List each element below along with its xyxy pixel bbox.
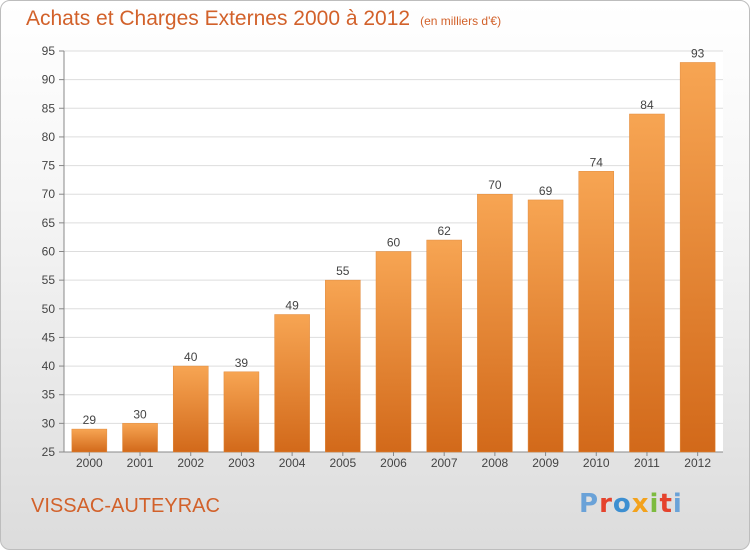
x-tick-label-2002: 2002	[177, 456, 204, 470]
y-tick-label: 55	[42, 273, 56, 287]
x-tick-label-2005: 2005	[329, 456, 356, 470]
x-tick-label-2001: 2001	[127, 456, 154, 470]
y-tick-label: 40	[42, 359, 56, 373]
data-label-2002: 40	[184, 350, 198, 364]
x-tick-label-2006: 2006	[380, 456, 407, 470]
y-tick-label: 75	[42, 159, 56, 173]
bar-2006	[375, 251, 412, 453]
data-label-2008: 70	[488, 178, 502, 192]
x-tick-label-2004: 2004	[279, 456, 306, 470]
data-label-2011: 84	[640, 98, 654, 112]
y-tick-label: 95	[42, 44, 56, 58]
bar-2000	[71, 428, 108, 453]
data-label-2003: 39	[235, 356, 249, 370]
bar-2009	[527, 199, 564, 453]
y-tick-label: 80	[42, 130, 56, 144]
logo-letter: r	[599, 489, 613, 519]
commune-name: VISSAC-AUTEYRAC	[31, 495, 220, 517]
logo-letter: o	[612, 489, 632, 519]
data-label-2009: 69	[539, 184, 553, 198]
y-tick-label: 50	[42, 302, 56, 316]
y-tick-label: 60	[42, 245, 56, 259]
logo-letter: x	[631, 489, 650, 519]
logo-letter: i	[649, 489, 660, 519]
y-tick-label: 90	[42, 73, 56, 87]
data-label-2001: 30	[133, 407, 147, 421]
bar-2001	[122, 423, 158, 453]
chart-subtitle: (en milliers d'€)	[420, 14, 502, 28]
x-tick-label-2009: 2009	[532, 456, 559, 470]
data-label-2005: 55	[336, 264, 350, 278]
x-tick-label-2010: 2010	[583, 456, 610, 470]
data-label-2000: 29	[83, 413, 97, 427]
bar-2004	[274, 314, 310, 453]
y-tick-label: 25	[42, 445, 56, 459]
data-label-2012: 93	[691, 46, 705, 60]
bar-2003	[223, 371, 260, 453]
x-tick-label-2003: 2003	[228, 456, 255, 470]
x-tick-label-2008: 2008	[482, 456, 509, 470]
data-label-2006: 60	[387, 236, 401, 250]
y-tick-label: 30	[42, 416, 56, 430]
data-label-2004: 49	[285, 299, 299, 313]
bar-2012	[679, 62, 716, 453]
bar-2005	[325, 279, 361, 453]
data-label-2007: 62	[438, 224, 452, 238]
y-tick-label: 85	[42, 101, 56, 115]
y-tick-label: 35	[42, 388, 56, 402]
bar-2010	[578, 171, 615, 453]
x-tick-label-2000: 2000	[76, 456, 103, 470]
data-label-2010: 74	[590, 155, 604, 169]
bar-2008	[477, 193, 513, 453]
y-tick-label: 70	[42, 187, 56, 201]
logo-letter: i	[672, 489, 683, 519]
y-tick-label: 65	[42, 216, 56, 230]
bar-2011	[629, 113, 665, 453]
bar-2007	[426, 239, 462, 453]
x-tick-label-2012: 2012	[684, 456, 711, 470]
x-tick-label-2011: 2011	[634, 456, 660, 470]
bar-2002	[172, 365, 209, 453]
logo-letter: t	[659, 489, 673, 519]
chart-title: Achats et Charges Externes 2000 à 2012 (e…	[26, 7, 501, 31]
logo-letter: P	[579, 489, 600, 519]
y-tick-label: 45	[42, 330, 56, 344]
proxiti-logo: Proxiti	[579, 489, 683, 519]
x-tick-label-2007: 2007	[431, 456, 458, 470]
chart-title-text: Achats et Charges Externes 2000 à 2012	[26, 7, 411, 30]
